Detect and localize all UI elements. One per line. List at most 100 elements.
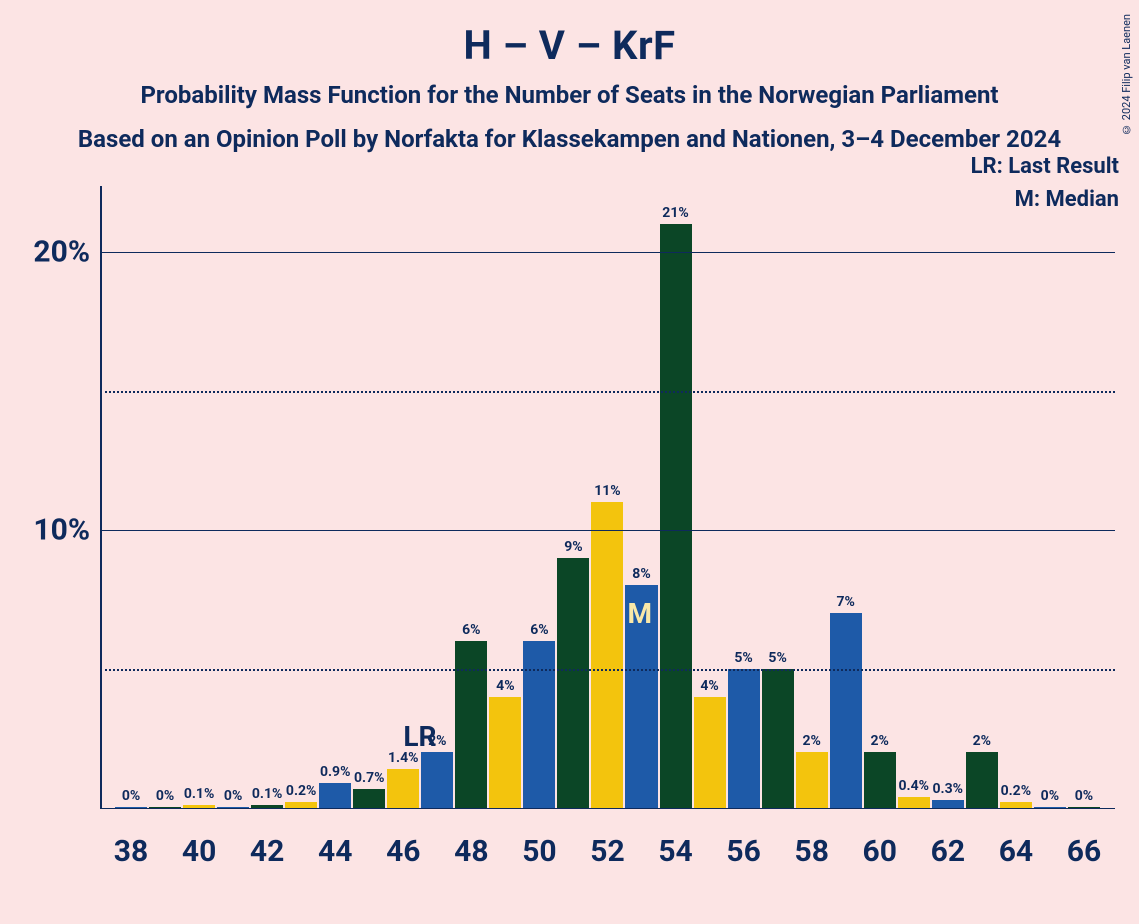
bar-value-label: 0.3% <box>933 781 963 800</box>
bar-container: 0%0%0.1%0%0.1%0.2%0.9%0.7%1.4%2%6%4%6%9%… <box>114 196 1101 808</box>
bar-fill: 0.3% <box>932 800 964 808</box>
x-tick-label: 40 <box>182 834 216 869</box>
x-tick-label: 58 <box>794 834 828 869</box>
bar-value-label: 2% <box>802 733 820 752</box>
bar: 0.1% <box>251 196 283 808</box>
chart-area: 0%0%0.1%0%0.1%0.2%0.9%0.7%1.4%2%6%4%6%9%… <box>100 196 1115 808</box>
bar-value-label: 4% <box>496 678 514 697</box>
bar: 0% <box>149 196 181 808</box>
bar-fill: 5% <box>728 669 760 808</box>
bar-value-label: 11% <box>594 483 620 502</box>
baseline <box>100 808 1115 809</box>
bar: 0.9% <box>319 196 351 808</box>
bar-value-label: 2% <box>973 733 991 752</box>
bar-value-label: 0.9% <box>320 764 350 783</box>
bar: 5% <box>762 196 794 808</box>
bar-value-label: 9% <box>564 539 582 558</box>
bar: 2% <box>864 196 896 808</box>
bar-fill: 4% <box>489 697 521 808</box>
bar-value-label: 1.4% <box>388 750 418 769</box>
gridline-dotted <box>100 669 1115 671</box>
bar-fill: 6% <box>455 641 487 808</box>
bar-fill: 21% <box>660 224 692 808</box>
bar-fill: 4% <box>694 697 726 808</box>
bar-fill: 2% <box>966 752 998 808</box>
bar-fill: 0.7% <box>353 789 385 808</box>
x-tick-label: 52 <box>590 834 624 869</box>
x-axis: 384042444648505254565860626466 <box>100 810 1115 834</box>
bar-value-label: 5% <box>768 650 786 669</box>
title-block: H – V – KrF Probability Mass Function fo… <box>0 0 1139 156</box>
x-tick-label: 42 <box>250 834 284 869</box>
bar-value-label: 21% <box>662 205 688 224</box>
x-tick-label: 54 <box>658 834 692 869</box>
bar-value-label: 4% <box>700 678 718 697</box>
chart-subtitle-1: Probability Mass Function for the Number… <box>0 79 1139 113</box>
x-tick-label: 44 <box>318 834 352 869</box>
bar-value-label: 2% <box>428 733 446 752</box>
bar: 6% <box>523 196 555 808</box>
bar: 4% <box>694 196 726 808</box>
bar-value-label: 0% <box>1041 788 1059 807</box>
bar: 2% <box>421 196 453 808</box>
x-tick-label: 60 <box>863 834 897 869</box>
bar: 9% <box>557 196 589 808</box>
chart-title: H – V – KrF <box>0 22 1139 69</box>
bar-fill: 2% <box>864 752 896 808</box>
bar-value-label: 6% <box>462 622 480 641</box>
x-tick-label: 64 <box>999 834 1033 869</box>
x-tick-label: 50 <box>522 834 556 869</box>
bar: 0.1% <box>183 196 215 808</box>
bar: 0.3% <box>932 196 964 808</box>
bar: 0% <box>217 196 249 808</box>
bar-value-label: 0.2% <box>286 783 316 802</box>
x-tick-label: 56 <box>726 834 760 869</box>
x-tick-label: 46 <box>386 834 420 869</box>
bar-value-label: 5% <box>734 650 752 669</box>
bar-value-label: 0% <box>224 788 242 807</box>
bar-fill: 5% <box>762 669 794 808</box>
bar: 0.4% <box>898 196 930 808</box>
bar: 0.2% <box>1000 196 1032 808</box>
bar-fill: 9% <box>557 558 589 808</box>
bar: 2% <box>796 196 828 808</box>
bar: 0.2% <box>285 196 317 808</box>
bar: 6% <box>455 196 487 808</box>
bar: 7% <box>830 196 862 808</box>
plot-area: 0%0%0.1%0%0.1%0.2%0.9%0.7%1.4%2%6%4%6%9%… <box>100 196 1115 808</box>
y-tick-label: 20% <box>33 234 90 269</box>
bar-fill: 2% <box>796 752 828 808</box>
x-tick-label: 66 <box>1067 834 1101 869</box>
bar: 4% <box>489 196 521 808</box>
bar: 0% <box>1034 196 1066 808</box>
bar: 0.7% <box>353 196 385 808</box>
bar: 0% <box>1068 196 1100 808</box>
bar-value-label: 0.1% <box>252 786 282 805</box>
bar-value-label: 0% <box>156 788 174 807</box>
bar-fill: 11% <box>591 502 623 808</box>
bar-fill: 8% <box>625 585 657 808</box>
bar-value-label: 8% <box>632 566 650 585</box>
legend-lr: LR: Last Result <box>971 150 1119 183</box>
bar-value-label: 0% <box>1075 788 1093 807</box>
x-tick-label: 62 <box>931 834 965 869</box>
bar-value-label: 0.2% <box>1001 783 1031 802</box>
chart-subtitle-2: Based on an Opinion Poll by Norfakta for… <box>0 123 1139 157</box>
bar: 8% <box>625 196 657 808</box>
bar: 21% <box>660 196 692 808</box>
y-tick-label: 10% <box>33 512 90 547</box>
bar-fill: 2% <box>421 752 453 808</box>
bar-value-label: 2% <box>871 733 889 752</box>
bar-fill: 1.4% <box>387 769 419 808</box>
x-tick-label: 48 <box>454 834 488 869</box>
bar-value-label: 6% <box>530 622 548 641</box>
credit-text: © 2024 Filip van Laenen <box>1120 14 1133 136</box>
bar-value-label: 0.1% <box>184 786 214 805</box>
bar-value-label: 0.7% <box>354 770 384 789</box>
bar-fill: 7% <box>830 613 862 808</box>
gridline-dotted <box>100 391 1115 393</box>
bar-fill: 0.9% <box>319 783 351 808</box>
bar-value-label: 0% <box>122 788 140 807</box>
bar-value-label: 7% <box>836 594 854 613</box>
bar: 2% <box>966 196 998 808</box>
